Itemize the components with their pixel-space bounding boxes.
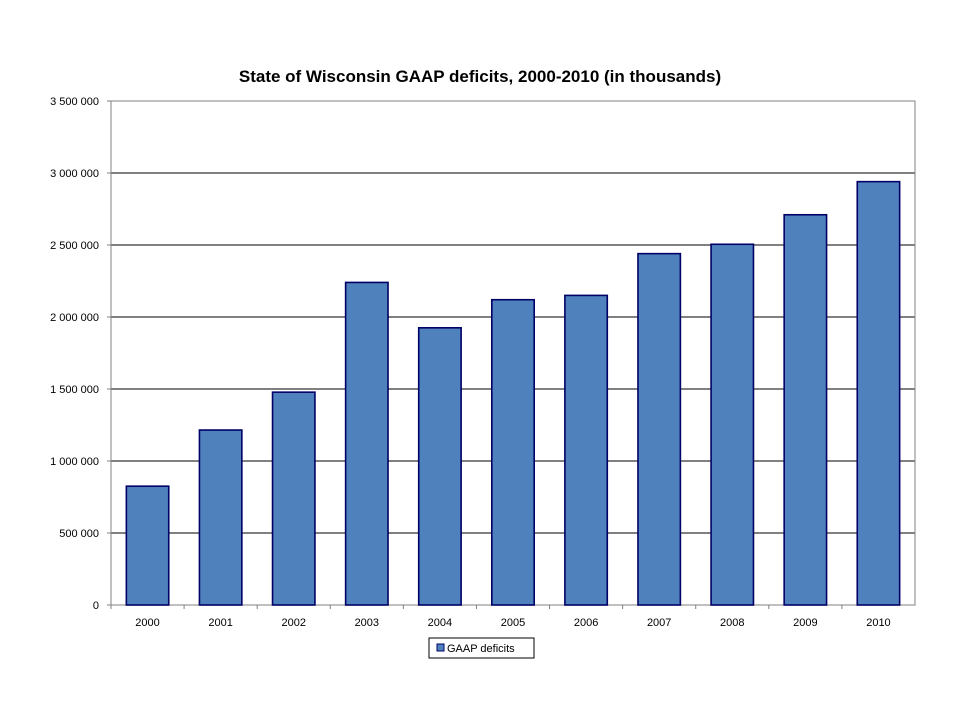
x-tick-label-2003: 2003 bbox=[355, 617, 379, 629]
bar-2002 bbox=[271, 391, 316, 606]
bar-2001 bbox=[198, 429, 243, 606]
x-tick-label-2004: 2004 bbox=[428, 617, 452, 629]
bar-2003 bbox=[344, 281, 389, 606]
x-tick-label-2009: 2009 bbox=[793, 617, 817, 629]
y-tick-label: 0 bbox=[93, 600, 99, 612]
legend-label: GAAP deficits bbox=[447, 643, 515, 655]
bar-2009 bbox=[783, 213, 828, 606]
y-tick-label: 2 500 000 bbox=[50, 240, 99, 252]
bar-2004 bbox=[417, 326, 462, 606]
x-tick-label-2001: 2001 bbox=[208, 617, 232, 629]
y-axis: 0 500 000 1 000 000 1 500 000 2 000 000 2 500… bbox=[50, 96, 111, 612]
x-tick-label-2008: 2008 bbox=[720, 617, 744, 629]
y-tick-label: 3 000 000 bbox=[50, 168, 99, 180]
bars bbox=[125, 180, 901, 606]
bar-2010 bbox=[856, 180, 901, 606]
bar-2008 bbox=[710, 243, 755, 606]
y-tick-label: 1 500 000 bbox=[50, 384, 99, 396]
x-tick-label-2006: 2006 bbox=[574, 617, 598, 629]
x-axis: 2000 2001 2002 2003 2004 2005 2006 2007 2008 2009… bbox=[110, 605, 891, 629]
bar-2007 bbox=[637, 252, 682, 606]
bar-2000 bbox=[125, 485, 170, 606]
x-tick-label-2002: 2002 bbox=[281, 617, 305, 629]
legend-box bbox=[428, 637, 535, 659]
y-tick-label: 1 000 000 bbox=[50, 456, 99, 468]
y-tick-label: 3 500 000 bbox=[50, 96, 99, 108]
y-tick-label: 500 000 bbox=[59, 528, 99, 540]
x-tick-label-2007: 2007 bbox=[647, 617, 671, 629]
bar-2006 bbox=[564, 294, 609, 606]
bar-2005 bbox=[491, 298, 535, 606]
x-tick-label-2000: 2000 bbox=[135, 617, 159, 629]
legend: GAAP deficits bbox=[428, 637, 535, 659]
y-tick-label: 2 000 000 bbox=[50, 312, 99, 324]
legend-swatch bbox=[436, 643, 445, 652]
x-tick-label-2005: 2005 bbox=[501, 617, 525, 629]
x-tick-label-2010: 2010 bbox=[866, 617, 890, 629]
chart-title: State of Wisconsin GAAP deficits, 2000-2… bbox=[239, 67, 721, 86]
